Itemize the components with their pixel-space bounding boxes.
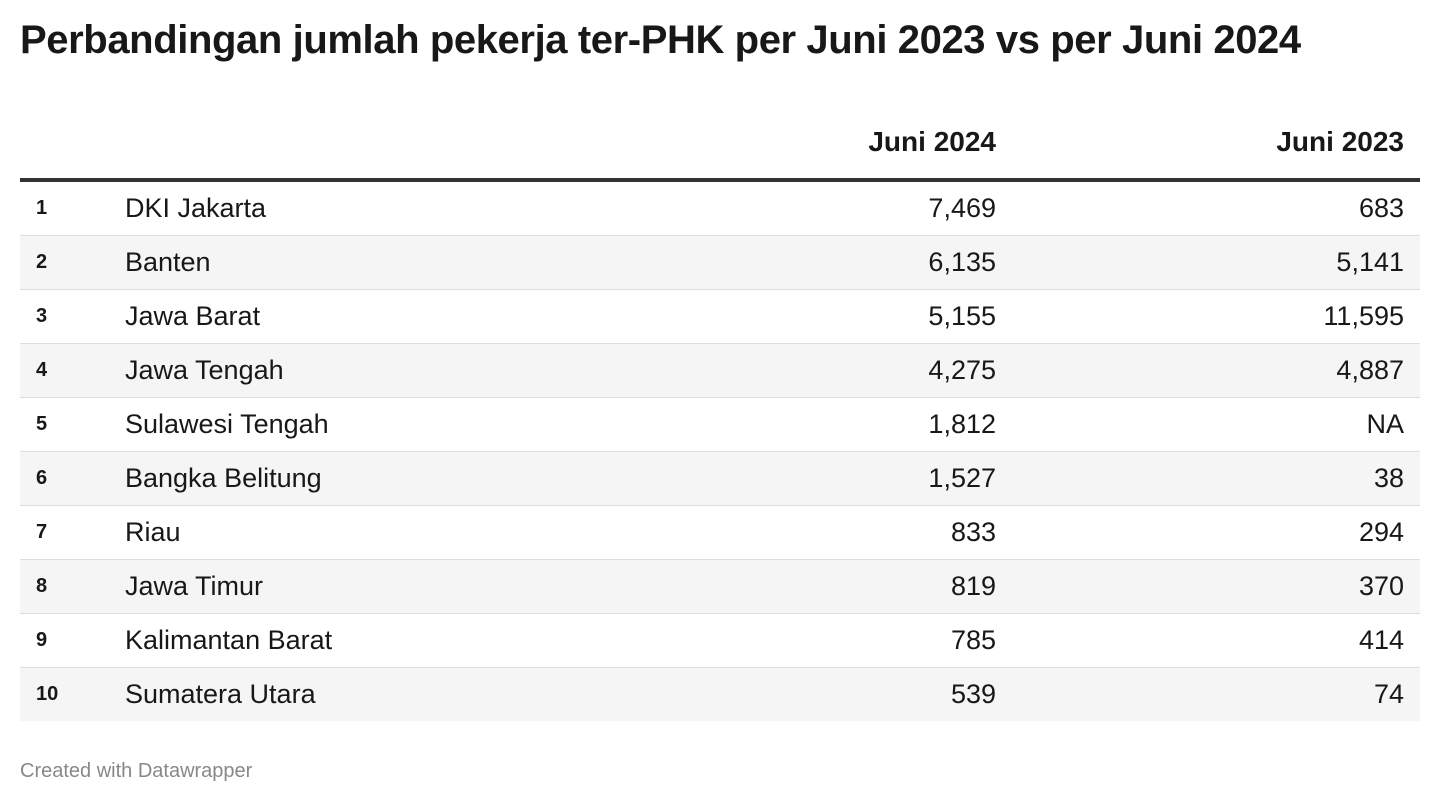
row-value-juni-2024: 833: [950, 517, 996, 547]
data-table: Juni 2024 Juni 2023 1 DKI Jakarta 7,469 683…: [20, 108, 1420, 721]
row-rank: 7: [36, 521, 48, 543]
table-row: 3 Jawa Barat 5,155 11,595: [20, 290, 1420, 344]
row-value-juni-2023: 11,595: [1323, 301, 1404, 331]
row-value-juni-2024: 1,812: [928, 409, 996, 439]
row-province: Sulawesi Tengah: [125, 409, 329, 439]
table-row: 7 Riau 833 294: [20, 506, 1420, 560]
table-row: 1 DKI Jakarta 7,469 683: [20, 182, 1420, 236]
row-value-juni-2024: 1,527: [928, 463, 996, 493]
column-header-juni-2024[interactable]: Juni 2024: [868, 126, 996, 157]
row-value-juni-2023: NA: [1366, 409, 1404, 439]
table-row: 9 Kalimantan Barat 785 414: [20, 614, 1420, 668]
row-rank: 4: [36, 359, 48, 381]
row-value-juni-2024: 4,275: [928, 355, 996, 385]
row-rank: 6: [36, 467, 48, 489]
row-value-juni-2023: 5,141: [1336, 247, 1404, 277]
row-rank: 2: [36, 251, 48, 273]
row-rank: 10: [36, 683, 59, 705]
column-header-juni-2023[interactable]: Juni 2023: [1276, 126, 1404, 157]
row-value-juni-2023: 370: [1358, 571, 1404, 601]
chart-title: Perbandingan jumlah pekerja ter-PHK per …: [20, 18, 1301, 62]
row-value-juni-2024: 6,135: [928, 247, 996, 277]
row-province: DKI Jakarta: [125, 193, 267, 223]
row-value-juni-2024: 785: [950, 625, 996, 655]
row-value-juni-2024: 7,469: [928, 193, 996, 223]
row-rank: 5: [36, 413, 48, 435]
table-row: 6 Bangka Belitung 1,527 38: [20, 452, 1420, 506]
row-value-juni-2023: 294: [1358, 517, 1404, 547]
table-body: 1 DKI Jakarta 7,469 683 2 Banten 6,135 5,141 3 Ja…: [20, 182, 1420, 721]
row-province: Sumatera Utara: [125, 679, 316, 709]
table-row: 8 Jawa Timur 819 370: [20, 560, 1420, 614]
table-row: 10 Sumatera Utara 539 74: [20, 668, 1420, 721]
table-row: 4 Jawa Tengah 4,275 4,887: [20, 344, 1420, 398]
row-value-juni-2024: 539: [950, 679, 996, 709]
row-value-juni-2023: 74: [1373, 679, 1404, 709]
row-value-juni-2023: 4,887: [1336, 355, 1404, 385]
row-value-juni-2024: 819: [950, 571, 996, 601]
row-province: Jawa Barat: [125, 301, 261, 331]
row-rank: 3: [36, 305, 48, 327]
footer-credit: Created with Datawrapper: [20, 760, 253, 782]
row-province: Jawa Tengah: [125, 355, 284, 385]
row-rank: 8: [36, 575, 48, 597]
row-province: Bangka Belitung: [125, 463, 322, 493]
row-value-juni-2024: 5,155: [928, 301, 996, 331]
row-province: Jawa Timur: [125, 571, 264, 601]
table-row: 5 Sulawesi Tengah 1,812 NA: [20, 398, 1420, 452]
row-rank: 1: [36, 197, 48, 219]
table-row: 2 Banten 6,135 5,141: [20, 236, 1420, 290]
row-rank: 9: [36, 629, 48, 651]
row-value-juni-2023: 38: [1373, 463, 1404, 493]
row-province: Kalimantan Barat: [125, 625, 333, 655]
row-value-juni-2023: 414: [1358, 625, 1404, 655]
row-value-juni-2023: 683: [1358, 193, 1404, 223]
table-header: Juni 2024 Juni 2023: [20, 108, 1420, 182]
row-province: Riau: [125, 517, 181, 547]
row-province: Banten: [125, 247, 211, 277]
